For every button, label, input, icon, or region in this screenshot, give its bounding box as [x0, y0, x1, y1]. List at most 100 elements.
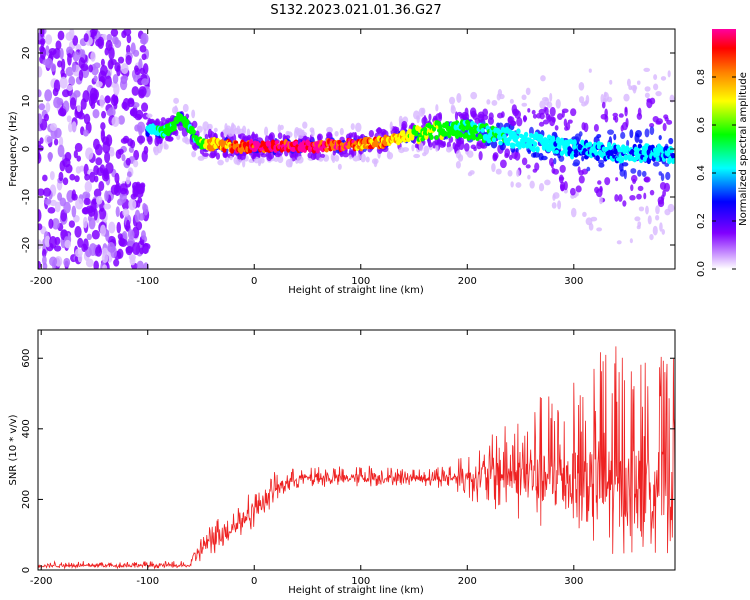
heatmap-cell	[350, 123, 355, 130]
heatmap-ridge-cell	[532, 141, 538, 147]
heatmap-cell	[615, 177, 619, 182]
heatmap-cell	[428, 113, 432, 121]
heatmap-cell	[320, 153, 326, 158]
heatmap-cell	[78, 57, 85, 69]
heatmap-cell	[115, 206, 120, 218]
heatmap-cell	[98, 70, 107, 84]
heatmap-cell	[57, 144, 65, 158]
heatmap-cell	[620, 125, 624, 132]
heatmap-ridge-cell	[613, 148, 618, 155]
heatmap-cell	[53, 96, 62, 109]
heatmap-cell	[538, 183, 545, 192]
heatmap-cell	[277, 132, 283, 140]
heatmap-cell	[296, 156, 304, 164]
heatmap-cell	[57, 192, 63, 201]
heatmap-cell	[93, 188, 102, 198]
heatmap-cell	[104, 190, 109, 202]
y-tick-label: 20	[21, 47, 32, 60]
heatmap-cell	[75, 166, 82, 174]
heatmap-cell	[476, 140, 484, 147]
heatmap-cell	[204, 133, 209, 141]
heatmap-cell	[121, 101, 128, 110]
heatmap-cell	[504, 152, 510, 159]
heatmap-cell	[95, 245, 103, 257]
heatmap-cell	[115, 149, 122, 159]
heatmap-ridge-cell	[514, 135, 520, 140]
heatmap-cell	[456, 111, 463, 117]
heatmap-cell	[217, 159, 224, 166]
heatmap-cell	[192, 144, 198, 151]
heatmap-cell	[86, 233, 92, 241]
heatmap-cell	[398, 147, 405, 154]
heatmap-cell	[268, 133, 274, 141]
x-tick-label: -200	[30, 276, 53, 287]
heatmap-cell	[39, 29, 45, 38]
heatmap-cell	[521, 94, 527, 101]
heatmap-cell	[55, 40, 62, 51]
heatmap-cell	[42, 187, 52, 197]
colorbar: 0.0 0.2 0.4 0.6 0.8 Normalized spectral ampl…	[696, 29, 749, 277]
spectrogram-heatmap	[38, 29, 675, 269]
heatmap-cell	[339, 127, 344, 136]
heatmap-cell	[638, 139, 643, 144]
heatmap-cell	[637, 185, 644, 192]
heatmap-cell	[236, 125, 241, 134]
heatmap-cell	[116, 65, 121, 77]
heatmap-ridge-cell	[461, 125, 466, 132]
heatmap-cell	[647, 215, 652, 225]
heatmap-cell	[38, 89, 42, 98]
x-tick-label: 100	[351, 276, 370, 287]
heatmap-cell	[661, 229, 665, 235]
heatmap-cell	[45, 102, 51, 113]
heatmap-cell	[626, 78, 631, 87]
heatmap-cell	[623, 169, 627, 180]
heatmap-cell	[49, 199, 57, 207]
x-tick-label: 0	[251, 276, 257, 287]
y-tick-label: -20	[21, 237, 32, 253]
heatmap-cell	[551, 202, 557, 209]
heatmap-cell	[307, 152, 313, 159]
x-tick-label: 200	[458, 576, 477, 587]
heatmap-cell	[222, 151, 228, 159]
heatmap-ridge-cell	[669, 147, 675, 153]
heatmap-cell	[64, 151, 72, 162]
heatmap-cell	[559, 164, 566, 173]
heatmap-cell	[618, 113, 624, 118]
heatmap-cell	[85, 147, 94, 160]
heatmap-cell	[525, 87, 531, 96]
heatmap-cell	[649, 189, 655, 196]
heatmap-cell	[465, 112, 470, 122]
heatmap-cell	[82, 129, 89, 137]
heatmap-cell	[68, 220, 76, 228]
heatmap-cell	[59, 48, 64, 60]
heatmap-cell	[604, 177, 611, 186]
heatmap-cell	[510, 181, 514, 188]
heatmap-cell	[542, 119, 550, 125]
heatmap-cell	[355, 122, 362, 133]
heatmap-cell	[624, 107, 628, 117]
heatmap-cell	[492, 152, 499, 160]
figure-title: S132.2023.021.01.36.G27	[270, 3, 441, 18]
heatmap-cell	[660, 76, 667, 81]
heatmap-cell	[470, 91, 478, 100]
heatmap-ridge-cell	[477, 133, 483, 140]
heatmap-ridge-cell	[453, 124, 458, 131]
heatmap-cell	[101, 171, 110, 182]
heatmap-cell	[182, 136, 189, 143]
heatmap-cell	[411, 144, 415, 152]
heatmap-cell	[491, 99, 498, 106]
heatmap-cell	[215, 152, 221, 160]
heatmap-ridge-cell	[505, 140, 511, 147]
heatmap-cell	[318, 157, 324, 162]
heatmap-cell	[49, 123, 58, 132]
heatmap-cell	[490, 140, 498, 149]
heatmap-cell	[532, 152, 537, 158]
heatmap-cell	[539, 100, 546, 109]
heatmap-cell	[83, 197, 91, 206]
heatmap-cell	[652, 115, 659, 123]
snr-x-ticks: -200 -100 0 100 200 300	[30, 330, 583, 587]
heatmap-ridge-cell	[608, 145, 613, 151]
spectrogram-y-axis-label: Frequency (Hz)	[8, 111, 19, 187]
heatmap-cell	[74, 142, 83, 153]
heatmap-cell	[629, 238, 633, 244]
